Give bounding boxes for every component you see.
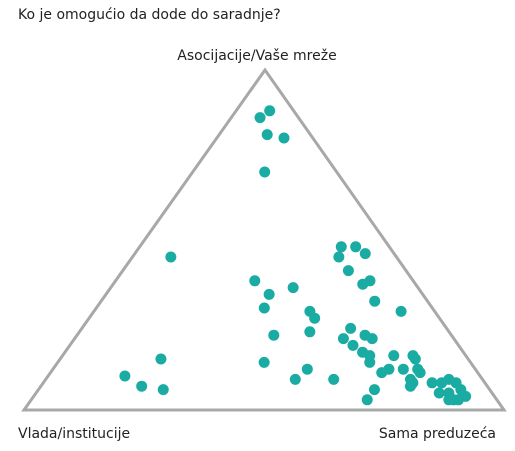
point bbox=[258, 356, 270, 368]
point bbox=[287, 282, 299, 294]
point bbox=[259, 166, 271, 178]
point bbox=[357, 278, 369, 290]
point bbox=[345, 322, 357, 334]
point bbox=[263, 288, 275, 300]
point bbox=[368, 384, 380, 396]
triangle-frame bbox=[21, 67, 507, 412]
point bbox=[258, 302, 270, 314]
point bbox=[388, 350, 400, 362]
corner-label-left: Vlada/institucije bbox=[18, 426, 130, 442]
point bbox=[328, 373, 340, 385]
point bbox=[268, 329, 280, 341]
point bbox=[395, 305, 407, 317]
point bbox=[136, 380, 148, 392]
point bbox=[254, 112, 266, 124]
corner-label-top: Asocijacije/Vaše mreže bbox=[177, 48, 336, 64]
point bbox=[443, 394, 455, 406]
point bbox=[335, 241, 347, 253]
point bbox=[383, 363, 395, 375]
point bbox=[155, 353, 167, 365]
point bbox=[409, 353, 421, 365]
point bbox=[249, 275, 261, 287]
point bbox=[289, 373, 301, 385]
point bbox=[433, 387, 445, 399]
point bbox=[309, 312, 321, 324]
point bbox=[337, 333, 349, 345]
point bbox=[359, 248, 371, 260]
point bbox=[350, 241, 362, 253]
point bbox=[366, 333, 378, 345]
chart-title: Ko je omogućio da dode do saradnje? bbox=[18, 7, 281, 23]
point bbox=[342, 265, 354, 277]
point bbox=[436, 377, 448, 389]
point bbox=[404, 380, 416, 392]
point bbox=[264, 105, 276, 117]
point bbox=[301, 363, 313, 375]
point bbox=[397, 363, 409, 375]
point bbox=[261, 129, 273, 141]
point bbox=[278, 132, 290, 144]
point bbox=[333, 251, 345, 263]
point bbox=[119, 370, 131, 382]
point bbox=[304, 326, 316, 338]
point bbox=[364, 356, 376, 368]
point bbox=[165, 251, 177, 263]
corner-label-right: Sama preduzeća bbox=[379, 426, 496, 442]
point bbox=[361, 394, 373, 406]
point bbox=[157, 384, 169, 396]
point bbox=[369, 295, 381, 307]
point bbox=[426, 377, 438, 389]
point bbox=[414, 367, 426, 379]
point bbox=[452, 394, 464, 406]
point bbox=[347, 339, 359, 351]
